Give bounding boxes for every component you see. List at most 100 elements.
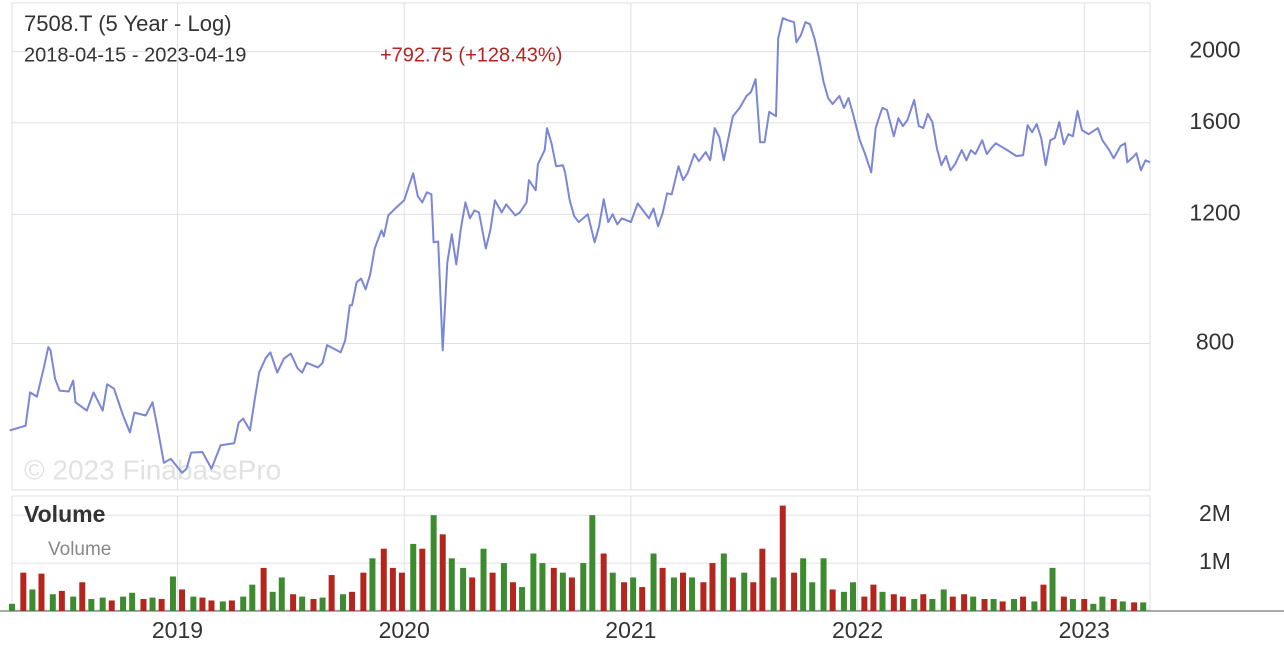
volume-bar xyxy=(269,591,276,611)
volume-bar xyxy=(58,590,65,611)
volume-bar xyxy=(750,582,757,611)
volume-bar xyxy=(240,596,247,611)
volume-bar xyxy=(1069,599,1076,611)
x-tick-label: 2022 xyxy=(832,617,883,643)
volume-bar xyxy=(929,599,936,611)
volume-bar xyxy=(899,596,906,611)
volume-bar xyxy=(729,577,736,611)
volume-bar xyxy=(299,596,306,611)
volume-bar xyxy=(389,567,396,611)
y-tick-label: 1200 xyxy=(1189,199,1240,225)
volume-bar xyxy=(568,577,575,611)
volume-title: Volume xyxy=(24,501,105,527)
volume-bar xyxy=(179,589,186,611)
volume-bar xyxy=(1040,584,1047,611)
volume-bar xyxy=(1090,603,1097,611)
volume-bar xyxy=(589,515,596,611)
date-range: 2018-04-15 - 2023-04-19 xyxy=(24,44,246,66)
volume-bar xyxy=(310,599,317,611)
volume-bar xyxy=(630,577,637,611)
volume-bar xyxy=(689,577,696,611)
x-tick-label: 2019 xyxy=(152,617,203,643)
volume-bar xyxy=(1131,602,1138,611)
y-tick-label: 1M xyxy=(1199,548,1231,574)
volume-bar xyxy=(800,558,807,611)
volume-bar xyxy=(990,599,997,611)
legend-entry: Volume xyxy=(48,539,111,560)
volume-bar xyxy=(49,594,56,611)
volume-bar xyxy=(410,543,417,611)
volume-bar xyxy=(20,572,27,611)
volume-bar xyxy=(29,589,36,611)
price-line xyxy=(9,17,1151,474)
volume-bar xyxy=(158,599,165,611)
volume-bar xyxy=(670,577,677,611)
volume-bar xyxy=(1110,599,1117,611)
volume-bar xyxy=(319,597,326,611)
volume-bar xyxy=(278,577,285,611)
volume-bar xyxy=(140,599,147,611)
volume-bar xyxy=(99,597,106,611)
volume-bar xyxy=(820,558,827,611)
volume-bar xyxy=(339,594,346,611)
volume-bar xyxy=(199,597,206,611)
volume-bar xyxy=(88,599,95,611)
watermark: © 2023 FinabasePro xyxy=(24,454,281,485)
volume-bar xyxy=(791,572,798,611)
volume-bar xyxy=(260,567,267,611)
volume-bar xyxy=(398,572,405,611)
y-tick-label: 800 xyxy=(1196,329,1234,355)
price-panel xyxy=(11,2,1151,491)
change: +792.75 (+128.43%) xyxy=(380,44,562,66)
volume-bar xyxy=(741,572,748,611)
volume-bar xyxy=(500,563,507,611)
volume-bar xyxy=(1119,601,1126,611)
volume-bar xyxy=(870,584,877,611)
volume-bar xyxy=(480,548,487,611)
volume-bar xyxy=(621,582,628,611)
volume-bar xyxy=(650,553,657,611)
volume-bar xyxy=(108,600,115,611)
volume-bar xyxy=(550,567,557,611)
volume-bar xyxy=(79,582,86,611)
volume-bar xyxy=(9,603,15,611)
volume-bar xyxy=(509,582,516,611)
volume-bar xyxy=(439,534,446,611)
volume-bar xyxy=(1031,601,1038,611)
volume-bar xyxy=(770,577,777,611)
x-tick-label: 2021 xyxy=(605,617,656,643)
volume-bar xyxy=(920,594,927,611)
volume-bar xyxy=(700,582,707,611)
volume-bar xyxy=(460,567,467,611)
chart-title: 7508.T (5 Year - Log) xyxy=(24,11,232,36)
volume-bar xyxy=(609,572,616,611)
x-tick-label: 2020 xyxy=(379,617,430,643)
volume-bar xyxy=(349,591,356,611)
volume-bar xyxy=(430,515,437,611)
volume-bar xyxy=(120,596,127,611)
volume-bar xyxy=(380,548,387,611)
volume-bar xyxy=(208,600,215,611)
volume-bar xyxy=(559,572,566,611)
volume-bar xyxy=(680,572,687,611)
volume-bar xyxy=(1099,596,1106,611)
volume-bar xyxy=(861,596,868,611)
volume-bar xyxy=(519,587,526,611)
volume-bar xyxy=(290,594,297,611)
volume-bar xyxy=(1010,599,1017,611)
volume-bar xyxy=(580,563,587,611)
volume-bar xyxy=(419,548,426,611)
volume-bar xyxy=(961,594,968,611)
volume-bar xyxy=(489,572,496,611)
volume-bar xyxy=(530,553,537,611)
volume-bar xyxy=(879,591,886,611)
volume-bar xyxy=(469,577,476,611)
volume-bar xyxy=(829,589,836,611)
volume-bar xyxy=(328,575,335,611)
volume-bar xyxy=(709,563,716,611)
volume-bar xyxy=(890,594,897,611)
volume-bar xyxy=(70,596,77,611)
volume-bar xyxy=(129,592,136,611)
volume-bar xyxy=(190,596,197,611)
volume-bar xyxy=(949,596,956,611)
